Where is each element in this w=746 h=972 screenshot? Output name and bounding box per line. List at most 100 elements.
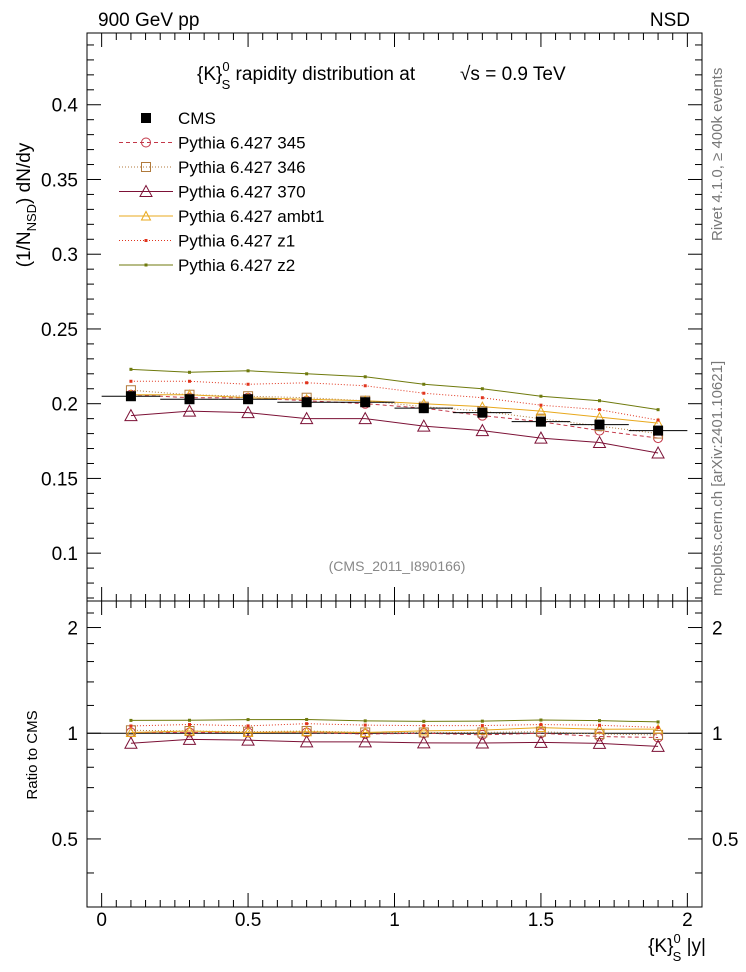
legend-marker (140, 210, 152, 221)
ratio-tick-label-right: 0.5 (712, 830, 738, 851)
ratio-point-4 (656, 725, 660, 729)
y-tick-label: 0.3 (52, 245, 78, 266)
ratio-tick-label-left: 0.5 (52, 830, 78, 851)
series-point-5 (539, 394, 543, 398)
header-left-label: 900 GeV pp (98, 10, 199, 31)
series-curves (130, 368, 659, 747)
ratio-point-4 (188, 722, 191, 726)
ratio-point-2 (358, 734, 373, 748)
legend-label: CMS (178, 109, 216, 128)
legend-marker (144, 263, 148, 267)
ratio-point-4 (539, 723, 543, 727)
series-point-2 (124, 408, 138, 422)
series-point-4 (188, 379, 191, 383)
series-point-2 (534, 431, 548, 444)
x-tick-label: 1 (389, 910, 400, 931)
ratio-point-5 (246, 718, 250, 722)
ratio-line-0 (130, 731, 659, 738)
ratio-point-2 (651, 739, 665, 752)
ratio-point-2 (534, 735, 548, 748)
analysis-id-label: (CMS_2011_I890166) (329, 558, 466, 574)
series-point-2 (592, 435, 607, 449)
series-point-4 (598, 408, 601, 412)
series-point-4 (246, 382, 250, 386)
legend-label: Pythia 6.427 z1 (178, 232, 295, 251)
y-tick-label: 0.2 (52, 395, 78, 416)
series-point-5 (363, 375, 367, 379)
ratio-point-5 (363, 719, 367, 723)
ratio-plot-frame (86, 600, 703, 908)
series-line-5 (130, 368, 659, 411)
series-point-5 (598, 399, 601, 403)
title-sqrt-s: √s = 0.9 TeV (460, 64, 566, 85)
series-point-2 (182, 404, 197, 417)
series-point-5 (305, 372, 309, 376)
legend-label: Pythia 6.427 370 (178, 183, 306, 202)
ratio-point-2 (475, 735, 490, 749)
ratio-tick-label-left: 1 (67, 724, 78, 745)
ratio-point-3 (301, 726, 312, 737)
ratio-point-5 (598, 719, 601, 723)
ratio-point-2 (592, 736, 607, 749)
series-point-2 (241, 405, 255, 419)
y-axis-label: (1/NNSD) dN/dy (14, 142, 39, 267)
y-tick-label: 0.35 (41, 170, 78, 191)
ratio-tick-label-left: 2 (67, 619, 78, 640)
legend-label: Pythia 6.427 ambt1 (178, 207, 324, 226)
ratio-point-4 (246, 724, 250, 728)
series-line-1 (130, 389, 659, 435)
ratio-point-2 (416, 735, 431, 749)
ratio-point-2 (124, 736, 138, 749)
ratio-point-3 (535, 722, 547, 733)
series-point-5 (422, 382, 426, 386)
legend-marker (144, 239, 148, 242)
series-point-3 (535, 405, 547, 416)
legend-marker (141, 137, 151, 148)
series-line-4 (130, 380, 659, 421)
title-sup: 0 (222, 59, 229, 74)
ratio-point-3 (184, 725, 195, 736)
series-point-4 (656, 418, 660, 422)
y-tick-label: 0.15 (41, 469, 78, 490)
title-sub: S (222, 77, 231, 92)
series-point-4 (422, 391, 426, 395)
ratio-point-3 (125, 726, 137, 737)
ratio-point-4 (422, 724, 426, 728)
y-tick-label: 0.1 (52, 544, 78, 565)
ratio-point-5 (129, 718, 133, 722)
ratio-point-4 (305, 722, 309, 726)
legend-marker (141, 162, 151, 172)
series-point-5 (480, 387, 484, 391)
side-label-rivet: Rivet 4.1.0, ≥ 400k events (709, 68, 726, 241)
ratio-point-4 (598, 723, 601, 727)
ratio-point-5 (188, 718, 191, 722)
svg-text:{K}0S rapidity distribution at: {K}0 S rapidity distribution at (197, 59, 416, 92)
side-label-source: mcplots.cern.ch [arXiv:2401.10621] (709, 361, 726, 596)
ratio-point-5 (305, 717, 309, 721)
ratio-point-4 (363, 723, 367, 727)
ratio-line-2 (130, 738, 659, 747)
legend-label: Pythia 6.427 345 (178, 134, 306, 153)
series-point-2 (651, 445, 665, 459)
data-points (101, 367, 688, 752)
x-tick-label: 0.5 (235, 910, 261, 931)
ratio-point-5 (422, 719, 426, 723)
x-tick-label: 1.5 (528, 910, 554, 931)
series-point-4 (363, 384, 367, 388)
ratio-line-4 (130, 723, 659, 728)
series-point-4 (480, 396, 484, 400)
series-point-5 (129, 367, 133, 371)
ratio-point-3 (477, 724, 488, 735)
ratio-line-3 (130, 727, 659, 733)
series-point-4 (305, 381, 309, 385)
legend: CMS Pythia 6.427 345 Pythia 6.427 346 Pythi… (119, 109, 324, 275)
series-point-2 (358, 411, 373, 425)
x-tick-label: 2 (682, 910, 693, 931)
ratio-tick-label-right: 2 (712, 619, 723, 640)
series-point-2 (475, 423, 490, 437)
title-rest: rapidity distribution at (230, 64, 416, 85)
chart-title: {K}0 S rapidity distribution at √s = 0.9 … (197, 59, 566, 92)
y-tick-label: 0.25 (41, 320, 78, 341)
ratio-point-4 (480, 724, 484, 728)
ratio-point-3 (359, 726, 371, 737)
